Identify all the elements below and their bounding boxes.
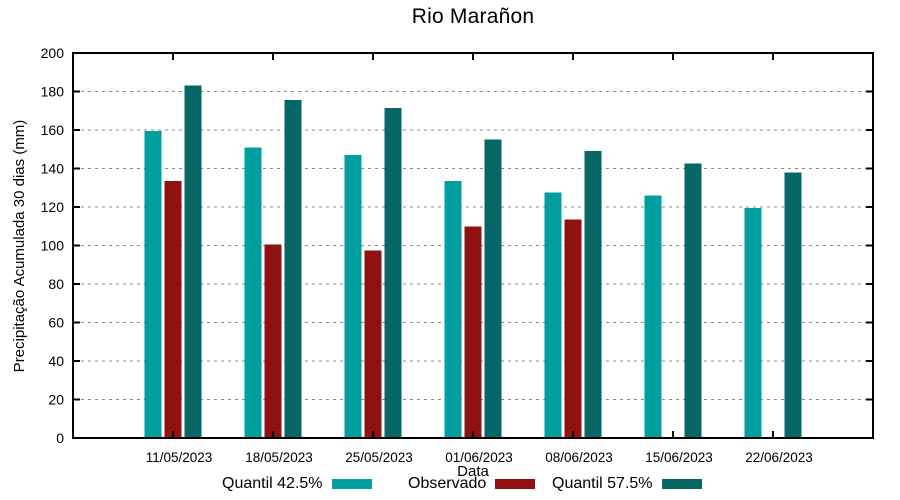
legend-label: Quantil 42.5% (222, 475, 323, 492)
legend-item: Quantil 42.5% (222, 475, 372, 493)
legend-label: Quantil 57.5% (552, 475, 653, 492)
y-tick-label: 0 (56, 430, 64, 446)
x-axis-label: Data (457, 463, 489, 480)
chart-title: Rio Marañon (411, 5, 535, 28)
bar (184, 85, 202, 438)
bar (644, 195, 662, 438)
y-tick-label: 140 (41, 161, 65, 177)
bar (164, 181, 182, 438)
legend: Quantil 42.5% Observado Quantil 57.5% (0, 475, 900, 495)
x-tick-label: 08/06/2023 (545, 450, 613, 465)
y-tick-label: 60 (48, 315, 64, 331)
bar (284, 100, 302, 438)
y-tick-label: 120 (41, 199, 65, 215)
x-tick-label: 18/05/2023 (245, 450, 313, 465)
bar (784, 172, 802, 438)
x-tick-label: 11/05/2023 (146, 450, 213, 465)
legend-label: Observado (408, 475, 487, 492)
bar (584, 151, 602, 439)
legend-swatch (495, 479, 536, 489)
y-tick-label: 40 (48, 353, 64, 369)
x-tick-label: 01/06/2023 (445, 450, 513, 465)
y-tick-label: 80 (48, 276, 64, 292)
y-tick-label: 200 (41, 45, 65, 61)
x-tick-label: 25/05/2023 (345, 450, 413, 465)
legend-item: Quantil 57.5% (552, 475, 702, 493)
y-tick-label: 20 (48, 392, 64, 408)
bar (244, 147, 262, 438)
bar (564, 219, 582, 438)
bar (384, 107, 402, 439)
y-tick-label: 160 (41, 122, 65, 138)
bar (464, 226, 482, 438)
bar (444, 181, 462, 438)
legend-swatch (661, 479, 702, 489)
bar (544, 192, 562, 438)
bar (744, 207, 762, 438)
legend-item: Observado (408, 475, 536, 493)
y-tick-label: 180 (41, 84, 65, 100)
legend-swatch (331, 479, 372, 489)
bar (484, 139, 502, 438)
bar (264, 244, 282, 438)
x-tick-label: 15/06/2023 (645, 450, 713, 465)
bar (344, 155, 362, 438)
x-tick-label: 22/06/2023 (745, 450, 813, 465)
bar (144, 130, 162, 438)
bar (364, 250, 382, 438)
y-tick-label: 100 (41, 238, 65, 254)
bar (684, 163, 702, 438)
